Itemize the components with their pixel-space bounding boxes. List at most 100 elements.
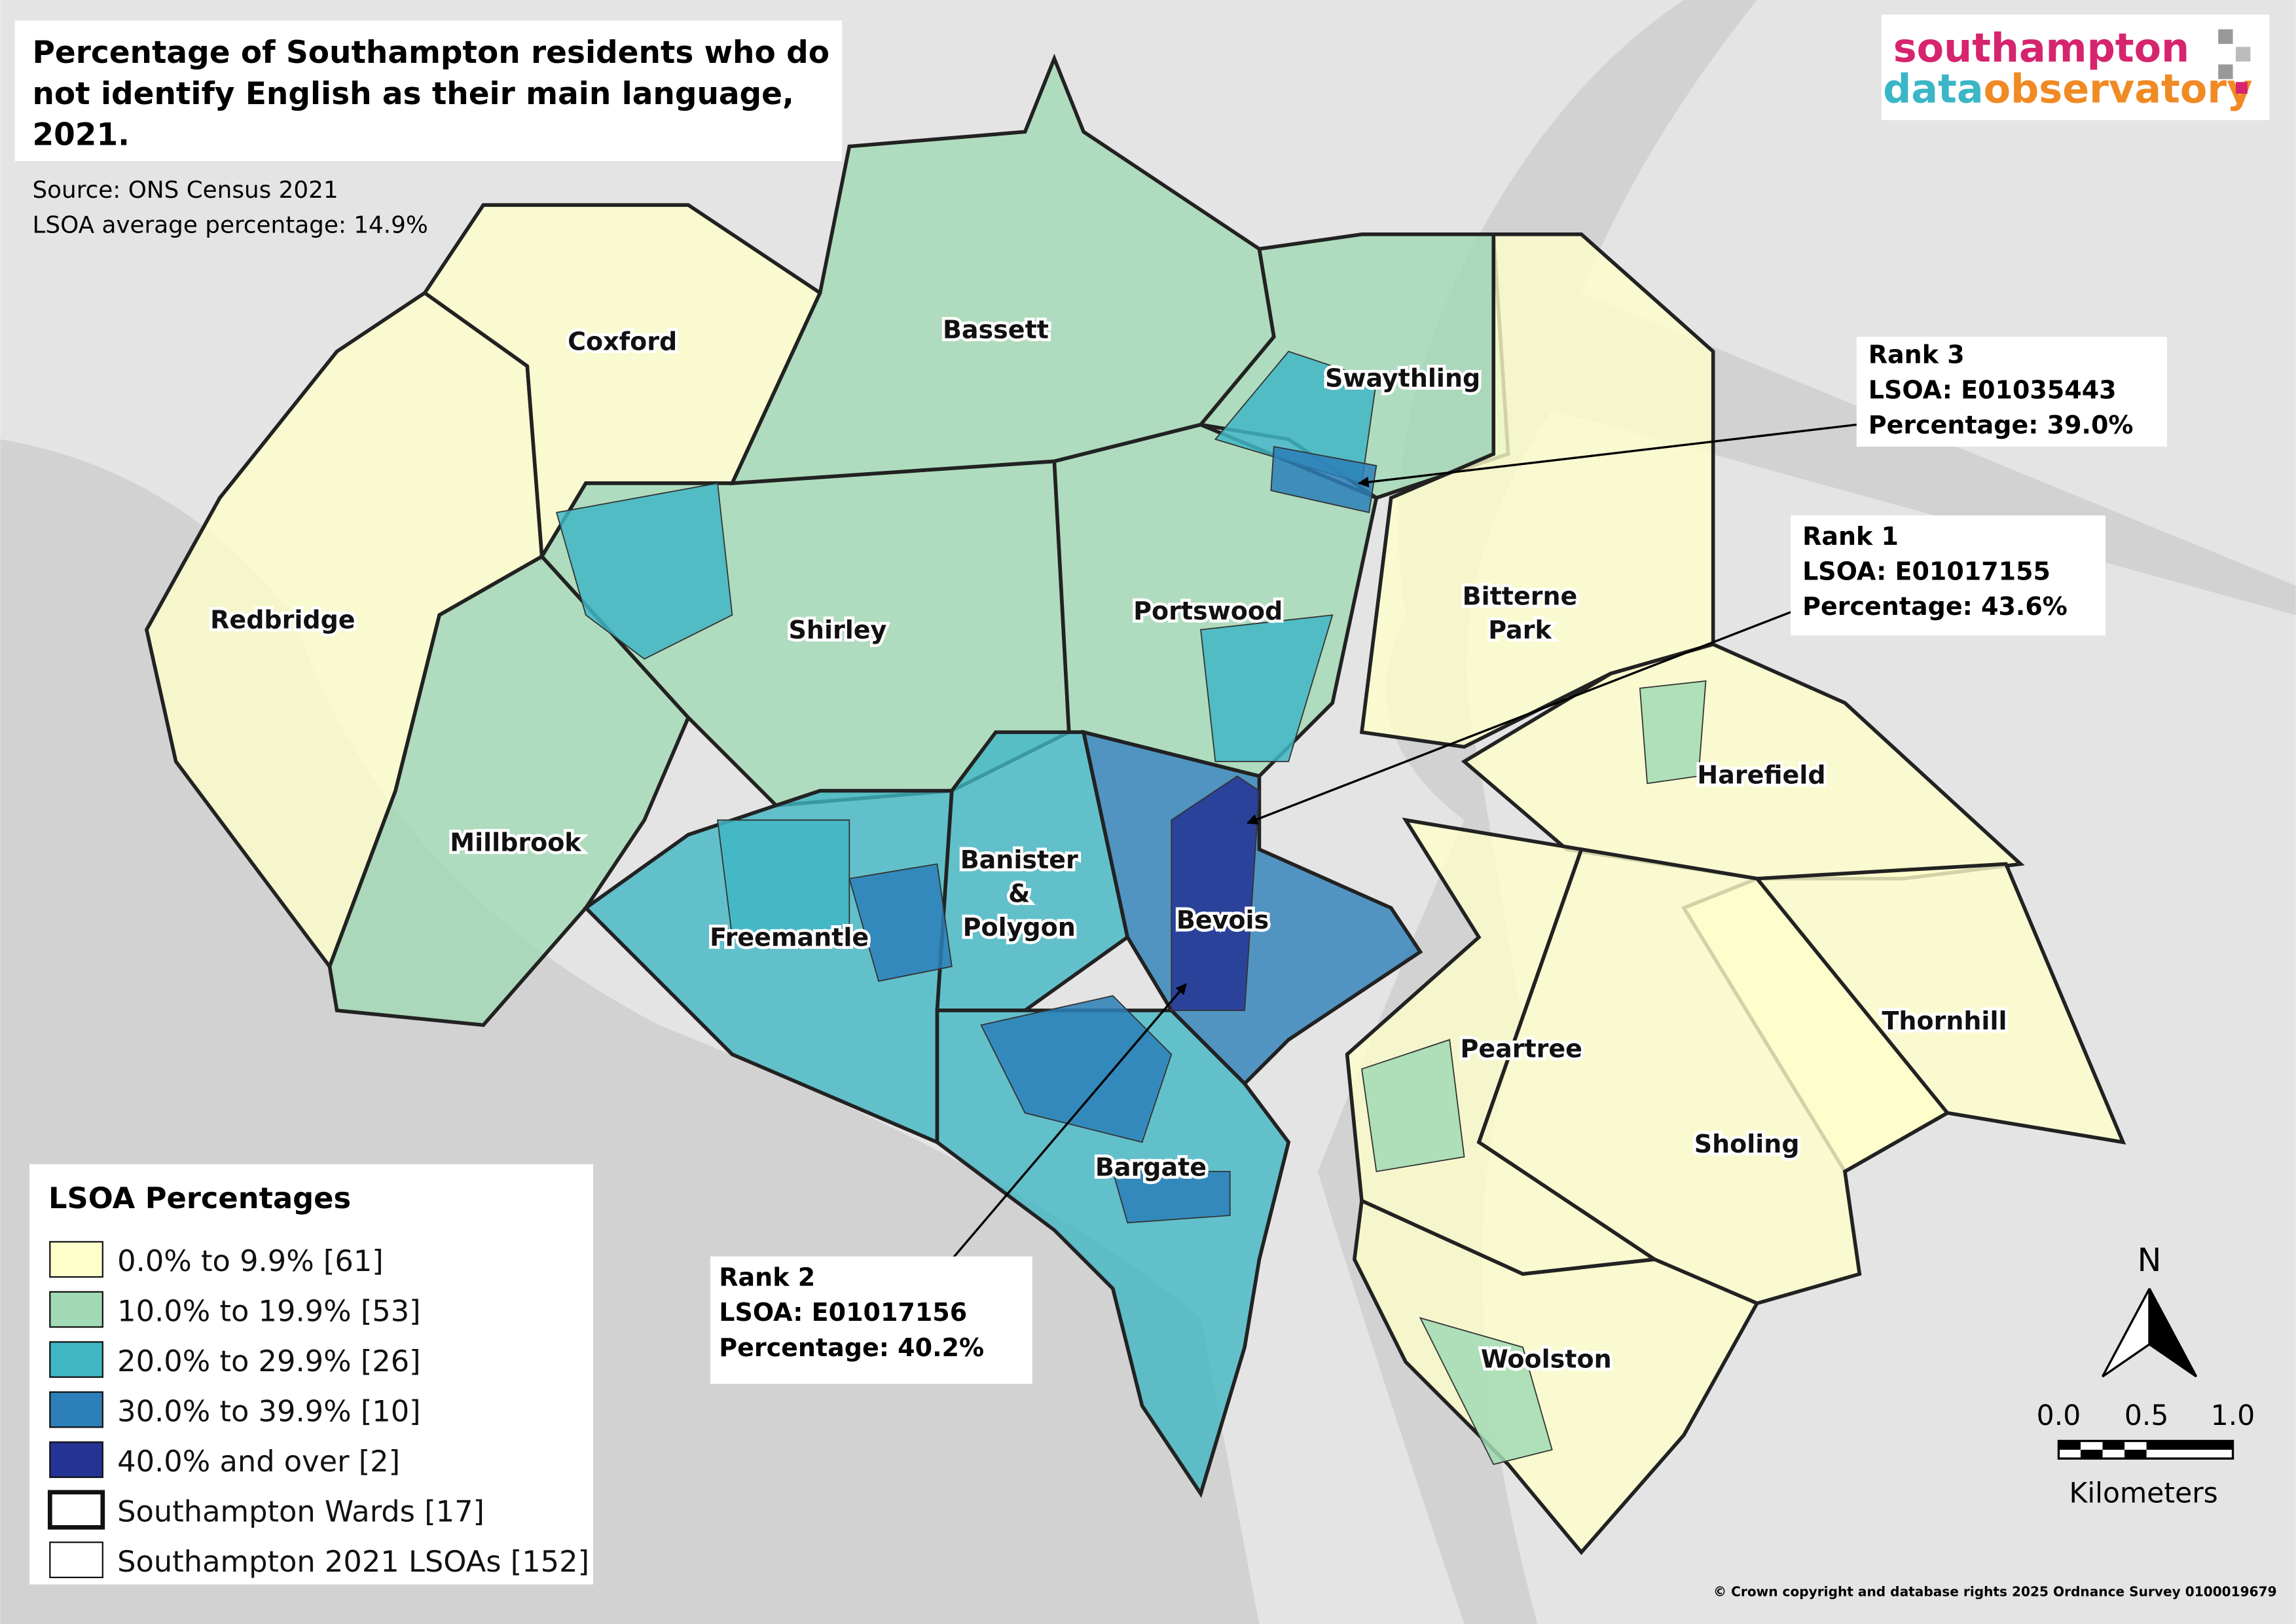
lsoa-area xyxy=(1112,1171,1231,1224)
legend-swatch xyxy=(49,1341,103,1378)
callout-arrow xyxy=(1247,611,1791,825)
lsoa-area xyxy=(1639,680,1707,784)
legend-swatch xyxy=(49,1391,103,1428)
logo-mark xyxy=(2218,29,2251,94)
ward-label: Swaythling xyxy=(1325,363,1480,392)
legend-label: 10.0% to 19.9% [53] xyxy=(117,1294,420,1329)
logo-box xyxy=(1881,14,2270,120)
ward-label: Bassett xyxy=(943,316,1049,344)
callout-text: LSOA: E01017156 xyxy=(719,1298,967,1327)
ward-area xyxy=(1359,232,1715,749)
scale-bar: 0.0 0.5 1.0 Kilometers xyxy=(2037,1400,2255,1510)
lsoa-area xyxy=(717,819,850,938)
ward-label: Bevois xyxy=(1176,906,1269,934)
legend-box xyxy=(29,1164,593,1585)
legend-swatch xyxy=(49,1441,103,1479)
scale-segment xyxy=(2080,1449,2103,1459)
logo-text: southampton xyxy=(1893,26,2189,71)
ward-label: Freemantle xyxy=(710,923,869,952)
lsoa-area xyxy=(980,995,1173,1143)
callout-text: LSOA: E01035443 xyxy=(1868,375,2117,404)
lsoa-area xyxy=(1361,1039,1465,1173)
lsoa-area xyxy=(555,482,733,660)
ward-area xyxy=(935,1008,1291,1498)
ward-label: Sholing xyxy=(1694,1130,1800,1158)
legend-label: Southampton Wards [17] xyxy=(117,1494,484,1528)
logo-square xyxy=(2236,46,2251,62)
ward-area xyxy=(327,554,691,1027)
ward-label: Woolston xyxy=(1481,1345,1612,1374)
logo-data: data xyxy=(1883,67,1984,113)
scale-label: 0.0 xyxy=(2037,1400,2081,1432)
source: LSOA average percentage: 14.9% xyxy=(32,212,428,239)
scale-segment xyxy=(2058,1441,2081,1450)
title-box xyxy=(14,20,843,161)
logo-square xyxy=(2218,64,2233,79)
north-arrow-half xyxy=(2148,1288,2198,1378)
legend-label: 0.0% to 9.9% [61] xyxy=(117,1244,384,1278)
ward-label: Polygon xyxy=(963,913,1076,942)
callout-text: Rank 1 xyxy=(1802,522,1899,551)
scale-segment xyxy=(2146,1441,2233,1450)
wards xyxy=(144,53,2126,1555)
lsoa-area xyxy=(1270,445,1377,513)
ward-label: Park xyxy=(1488,616,1552,644)
title: not identify English as their main langu… xyxy=(32,76,793,112)
lsoa-area xyxy=(1171,775,1260,1011)
callout-arrow xyxy=(1357,423,1857,488)
north-label: N xyxy=(2138,1241,2162,1279)
scale-segment xyxy=(2102,1441,2125,1450)
ward-label: Peartree xyxy=(1461,1035,1582,1063)
ward-label: Portswood xyxy=(1133,597,1283,625)
north-arrow: N xyxy=(2102,1241,2198,1378)
lsoa-area xyxy=(1200,614,1334,762)
ward-label: Coxford xyxy=(568,327,677,356)
legend-label: 30.0% to 39.9% [10] xyxy=(117,1394,420,1429)
legend-title: LSOA Percentages xyxy=(48,1181,351,1215)
callout-text: LSOA: E01017155 xyxy=(1802,557,2050,586)
logo-text: dataobservatory xyxy=(1883,67,2252,113)
legend-swatch xyxy=(49,1241,103,1278)
ward-label: Bargate xyxy=(1095,1153,1207,1182)
logo-square xyxy=(2236,82,2248,94)
callout-text: Rank 2 xyxy=(719,1263,815,1291)
scale-unit: Kilometers xyxy=(2069,1477,2218,1509)
logo-observatory: observatory xyxy=(1984,67,2253,113)
legend-label: 20.0% to 29.9% [26] xyxy=(117,1344,420,1378)
source: Source: ONS Census 2021 xyxy=(32,177,338,204)
lsoa-area xyxy=(1419,1317,1553,1466)
title: 2021. xyxy=(32,117,130,153)
arrows xyxy=(951,423,1857,1261)
callout-box xyxy=(710,1256,1032,1384)
callout-text: Percentage: 39.0% xyxy=(1868,411,2134,439)
legend-swatch xyxy=(49,1541,103,1579)
ward-label: Bitterne xyxy=(1463,582,1578,611)
ward-label: Shirley xyxy=(789,616,887,644)
ward-label: Millbrook xyxy=(450,828,581,857)
legend-label: Southampton 2021 LSOAs [152] xyxy=(117,1544,589,1579)
callout-text: Percentage: 40.2% xyxy=(719,1333,984,1362)
legend-swatch xyxy=(49,1291,103,1328)
scale-label: 0.5 xyxy=(2124,1400,2169,1432)
callout-text: Percentage: 43.6% xyxy=(1802,592,2068,621)
callout-box xyxy=(1856,337,2167,447)
callout-text: Rank 3 xyxy=(1868,341,1965,369)
ward-area xyxy=(1352,1198,1760,1555)
callout-box xyxy=(1791,515,2106,636)
copyright: © Crown copyright and database rights 20… xyxy=(1713,1584,2277,1600)
legend: 0.0% to 9.9% [61] 10.0% to 19.9% [53] 20.0… xyxy=(47,1241,589,1579)
scale-segment xyxy=(2124,1449,2147,1459)
ward-label: Banister xyxy=(960,845,1078,874)
ward-label: Harefield xyxy=(1697,760,1825,789)
logo-square xyxy=(2218,29,2233,45)
callout-arrow xyxy=(951,983,1187,1261)
lsoa-area xyxy=(848,863,953,982)
scale-label: 1.0 xyxy=(2211,1400,2255,1432)
legend-label: 40.0% and over [2] xyxy=(117,1444,400,1479)
ward-label: Thornhill xyxy=(1882,1006,2007,1035)
ward-label: Redbridge xyxy=(210,605,355,634)
title: Percentage of Southampton residents who … xyxy=(32,35,829,71)
ward-label: & xyxy=(1008,879,1030,908)
